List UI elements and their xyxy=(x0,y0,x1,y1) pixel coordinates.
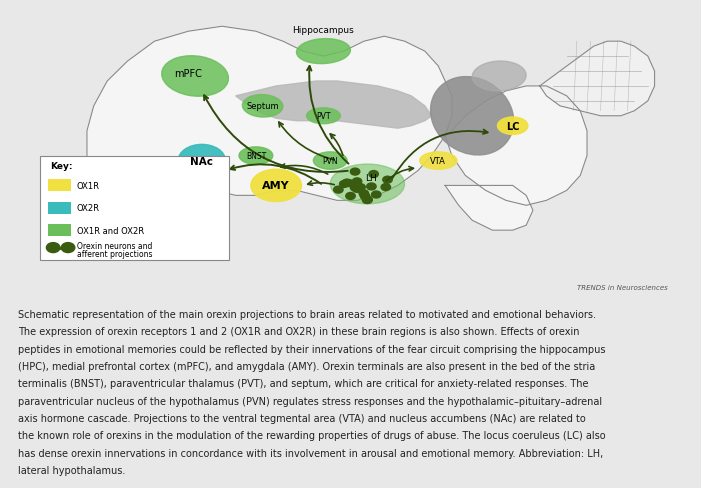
Text: Septum: Septum xyxy=(246,102,279,111)
Circle shape xyxy=(339,181,349,188)
Text: LC: LC xyxy=(506,122,519,131)
Ellipse shape xyxy=(243,95,283,118)
FancyBboxPatch shape xyxy=(48,225,72,237)
Text: paraventricular nucleus of the hypothalamus (PVN) regulates stress responses and: paraventricular nucleus of the hypothala… xyxy=(18,396,602,406)
Circle shape xyxy=(61,243,75,253)
Text: PVT: PVT xyxy=(316,112,331,121)
FancyBboxPatch shape xyxy=(48,203,72,214)
Circle shape xyxy=(353,179,362,185)
Circle shape xyxy=(383,177,393,184)
Text: terminalis (BNST), paraventricular thalamus (PVT), and septum, which are critica: terminalis (BNST), paraventricular thala… xyxy=(18,379,589,388)
Ellipse shape xyxy=(313,153,347,170)
Polygon shape xyxy=(540,42,655,117)
Text: has dense orexin innervations in concordance with its involvement in arousal and: has dense orexin innervations in concord… xyxy=(18,448,604,458)
Circle shape xyxy=(346,193,355,200)
Circle shape xyxy=(369,171,379,178)
Ellipse shape xyxy=(498,118,528,135)
Text: Schematic representation of the main orexin projections to brain areas related t: Schematic representation of the main ore… xyxy=(18,309,596,320)
Circle shape xyxy=(372,192,381,199)
Text: The expression of orexin receptors 1 and 2 (OX1R and OX2R) in these brain region: The expression of orexin receptors 1 and… xyxy=(18,327,580,337)
Text: OX2R: OX2R xyxy=(77,204,100,213)
Ellipse shape xyxy=(251,170,301,202)
Polygon shape xyxy=(236,82,432,129)
Ellipse shape xyxy=(162,57,229,97)
Text: OX1R and OX2R: OX1R and OX2R xyxy=(77,226,144,235)
Circle shape xyxy=(367,183,376,190)
Polygon shape xyxy=(445,186,533,231)
Ellipse shape xyxy=(472,62,526,92)
Text: the known role of orexins in the modulation of the rewarding properties of drugs: the known role of orexins in the modulat… xyxy=(18,430,606,441)
Text: peptides in emotional memories could be reflected by their innervations of the f: peptides in emotional memories could be … xyxy=(18,344,606,354)
Text: axis hormone cascade. Projections to the ventral tegmental area (VTA) and nucleu: axis hormone cascade. Projections to the… xyxy=(18,413,586,423)
Circle shape xyxy=(342,180,352,187)
Text: Key:: Key: xyxy=(50,162,72,171)
Ellipse shape xyxy=(297,40,350,64)
Ellipse shape xyxy=(430,78,514,156)
FancyBboxPatch shape xyxy=(40,156,229,261)
Text: mPFC: mPFC xyxy=(175,69,203,80)
Text: Hippocampus: Hippocampus xyxy=(292,26,354,35)
Ellipse shape xyxy=(420,153,457,170)
Circle shape xyxy=(353,186,362,193)
Text: LH: LH xyxy=(365,174,376,183)
Circle shape xyxy=(344,180,354,187)
Circle shape xyxy=(351,182,360,189)
Circle shape xyxy=(46,243,60,253)
Circle shape xyxy=(362,197,372,204)
Text: BNST: BNST xyxy=(246,152,266,161)
Polygon shape xyxy=(445,87,587,206)
Circle shape xyxy=(381,184,390,191)
Ellipse shape xyxy=(178,145,226,177)
Text: Orexin neurons and: Orexin neurons and xyxy=(77,241,152,250)
Polygon shape xyxy=(87,27,452,201)
Ellipse shape xyxy=(239,147,273,165)
Text: afferent projections: afferent projections xyxy=(77,249,152,259)
Text: NAc: NAc xyxy=(191,156,213,166)
FancyBboxPatch shape xyxy=(48,180,72,192)
Text: VTA: VTA xyxy=(430,157,447,166)
Circle shape xyxy=(350,169,360,176)
Text: OX1R: OX1R xyxy=(77,182,100,190)
Circle shape xyxy=(350,185,360,192)
Circle shape xyxy=(356,184,365,191)
Text: TRENDS in Neurosciences: TRENDS in Neurosciences xyxy=(578,285,668,291)
Circle shape xyxy=(359,190,369,197)
Circle shape xyxy=(363,197,372,204)
Circle shape xyxy=(334,187,343,194)
Polygon shape xyxy=(87,186,161,250)
Text: PVN: PVN xyxy=(322,157,338,166)
Ellipse shape xyxy=(330,164,404,204)
Text: AMY: AMY xyxy=(262,181,290,191)
Text: lateral hypothalamus.: lateral hypothalamus. xyxy=(18,465,125,475)
Circle shape xyxy=(360,193,369,200)
Text: (HPC), medial prefrontal cortex (mPFC), and amygdala (AMY). Orexin terminals are: (HPC), medial prefrontal cortex (mPFC), … xyxy=(18,362,595,371)
Ellipse shape xyxy=(306,109,341,124)
